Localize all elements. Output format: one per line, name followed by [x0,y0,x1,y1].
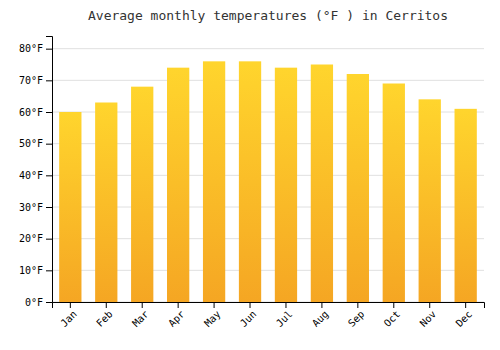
x-tick-mark [178,302,179,308]
y-tick-label: 70°F [19,75,43,86]
x-tick: Jun [238,302,259,329]
bar [167,68,189,302]
plot: 0°F 10°F 20°F 30°F 40°F 50°F 60°F 70°F 80°F Jan Fe… [19,37,485,329]
y-tick: 10°F [19,265,52,276]
x-tick-label: Jul [274,308,295,329]
x-tick-label: Nov [418,308,439,329]
bar [383,84,405,303]
bars [59,61,477,302]
bar [131,87,153,302]
bar [347,74,369,302]
y-tick: 70°F [19,75,52,86]
x-tick: Aug [310,302,331,329]
x-tick-label: Sep [346,308,367,329]
y-tick-label: 50°F [19,138,43,149]
x-tick: Sep [346,302,367,329]
x-axis-line [53,303,485,309]
x-tick-mark [214,302,215,308]
bar [455,109,477,302]
x-tick-label: May [202,308,223,329]
y-tick: 30°F [19,202,52,213]
x-tick-mark [106,302,107,308]
y-tick: 0°F [25,297,52,308]
y-tick: 20°F [19,233,52,244]
x-tick: May [202,302,223,329]
x-tick: Apr [166,302,187,329]
x-tick: Feb [94,302,115,329]
y-tick: 50°F [19,138,52,149]
x-tick: Jan [58,302,79,329]
x-tick-mark [321,302,322,308]
x-tick: Nov [418,302,439,329]
y-tick-mark [46,270,52,271]
y-axis-line [46,37,53,303]
y-tick-mark [46,144,52,145]
x-tick-mark [429,302,430,308]
y-tick-mark [46,80,52,81]
y-tick-mark [46,175,52,176]
y-tick-label: 0°F [25,297,43,308]
x-tick: Mar [130,302,151,329]
x-tick: Jul [274,302,295,329]
grid [52,49,484,302]
x-tick-label: Apr [166,308,187,329]
x-tick-mark [250,302,251,308]
x-tick-mark [285,302,286,308]
bar [95,103,117,303]
x-tick-label: Oct [382,308,403,329]
x-axis: Jan Feb Mar Apr May Jun Jul Aug Sep Oct Nov Dec [53,302,485,329]
x-tick: Oct [382,302,403,329]
y-tick: 40°F [19,170,52,181]
y-tick-mark [46,207,52,208]
y-tick: 60°F [19,107,52,118]
bar [239,61,261,302]
y-tick-mark [46,302,52,303]
x-tick-label: Feb [94,308,115,329]
y-tick-mark [46,239,52,240]
x-tick-label: Aug [310,308,331,329]
y-tick-label: 30°F [19,202,43,213]
x-tick-mark [357,302,358,308]
bar [311,65,333,303]
grid-line [52,80,484,81]
y-tick-label: 40°F [19,170,43,181]
title: Average monthly temperatures (°F ) in Ce… [88,8,448,23]
x-tick-label: Dec [454,308,475,329]
y-tick-label: 20°F [19,233,43,244]
x-tick-label: Jan [58,308,79,329]
bar [59,112,81,302]
x-tick: Dec [454,302,475,329]
x-tick-mark [142,302,143,308]
x-tick-mark [465,302,466,308]
y-tick-label: 10°F [19,265,43,276]
y-tick-label: 80°F [19,43,43,54]
bar [419,99,441,302]
grid-line [52,48,484,49]
bar [275,68,297,302]
bar [203,61,225,302]
y-tick-mark [46,49,52,50]
chart: 0°F 10°F 20°F 30°F 40°F 50°F 60°F 70°F 80°F Jan Fe… [0,0,500,350]
x-tick-label: Mar [130,308,151,329]
x-tick-mark [393,302,394,308]
y-tick-mark [46,112,52,113]
y-tick-label: 60°F [19,107,43,118]
x-tick-mark [70,302,71,308]
y-axis: 0°F 10°F 20°F 30°F 40°F 50°F 60°F 70°F 80°F [19,37,53,308]
y-tick: 80°F [19,43,52,54]
x-tick-label: Jun [238,308,259,329]
